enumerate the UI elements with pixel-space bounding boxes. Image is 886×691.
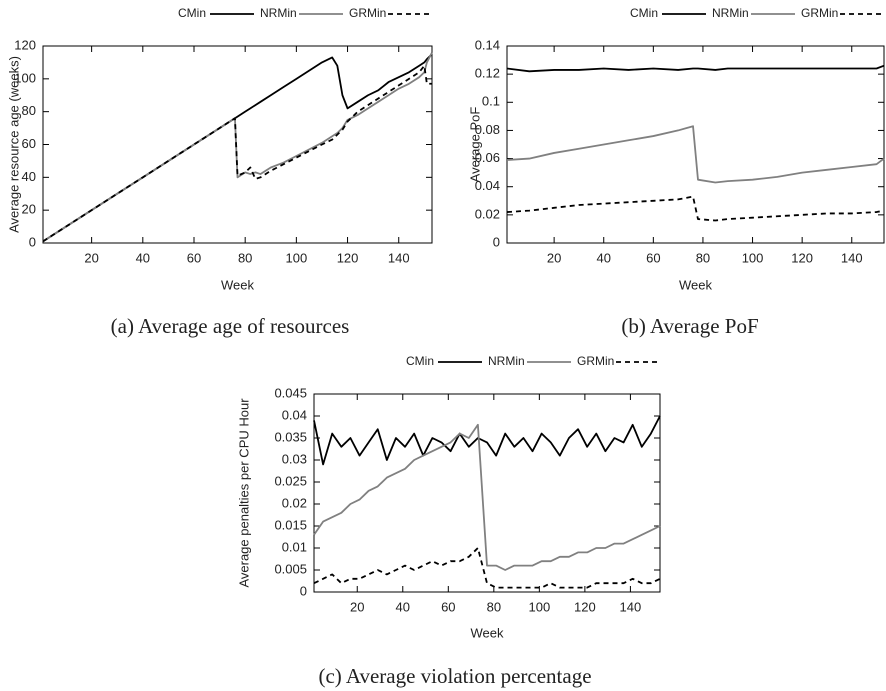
y-tick-label: 0.04 [475, 178, 500, 193]
x-tick-label: 20 [84, 250, 98, 265]
caption: (c) Average violation percentage [318, 664, 591, 688]
series-line [313, 547, 661, 589]
x-axis-label: Week [679, 277, 712, 292]
x-tick-label: 100 [529, 599, 551, 614]
y-tick-label: 60 [22, 136, 36, 151]
x-tick-label: 100 [742, 250, 764, 265]
x-tick-label: 20 [350, 599, 364, 614]
y-tick-label: 0.035 [274, 429, 307, 444]
series-line [42, 53, 433, 243]
legend-label: GRMin [349, 6, 386, 20]
x-tick-label: 60 [646, 250, 660, 265]
y-tick-label: 0.015 [274, 517, 307, 532]
x-tick-label: 140 [841, 250, 863, 265]
y-tick-label: 100 [14, 70, 36, 85]
x-tick-label: 120 [337, 250, 359, 265]
y-tick-label: 80 [22, 103, 36, 118]
y-tick-label: 0.12 [475, 66, 500, 81]
y-tick-label: 0.1 [482, 94, 500, 109]
caption: (a) Average age of resources [111, 314, 350, 338]
x-tick-label: 20 [547, 250, 561, 265]
legend-label: NRMin [488, 354, 525, 368]
y-tick-label: 120 [14, 37, 36, 52]
series-line [506, 195, 885, 222]
legend-label: CMin [178, 6, 206, 20]
legend-label: NRMin [260, 6, 297, 20]
legend-label: GRMin [577, 354, 614, 368]
x-tick-label: 140 [388, 250, 410, 265]
legend-label: NRMin [712, 6, 749, 20]
x-tick-label: 120 [791, 250, 813, 265]
x-tick-label: 80 [487, 599, 501, 614]
x-tick-label: 100 [286, 250, 308, 265]
y-tick-label: 0.04 [282, 407, 307, 422]
plot-border [42, 45, 433, 244]
x-tick-label: 120 [574, 599, 596, 614]
series-line [313, 423, 661, 571]
y-tick-label: 0 [493, 234, 500, 249]
y-tick-label: 0.02 [475, 206, 500, 221]
series-line [42, 52, 433, 243]
x-tick-label: 80 [238, 250, 252, 265]
series-line [506, 64, 885, 73]
x-tick-label: 40 [596, 250, 610, 265]
series-line [506, 125, 885, 184]
y-tick-label: 0.02 [282, 495, 307, 510]
x-tick-label: 60 [187, 250, 201, 265]
x-axis-label: Week [471, 625, 504, 640]
x-axis-label: Week [221, 277, 254, 292]
y-axis-label: Average PoF [467, 107, 482, 183]
y-tick-label: 0.01 [282, 539, 307, 554]
series-line [42, 64, 432, 243]
series-line [313, 415, 661, 466]
y-tick-label: 0 [29, 234, 36, 249]
legend-label: GRMin [801, 6, 838, 20]
y-tick-label: 0.14 [475, 37, 500, 52]
x-tick-label: 40 [136, 250, 150, 265]
y-tick-label: 0.03 [282, 451, 307, 466]
y-tick-label: 0.005 [274, 561, 307, 576]
plot-border [313, 393, 661, 593]
y-tick-label: 0.025 [274, 473, 307, 488]
y-tick-label: 0.08 [475, 122, 500, 137]
y-tick-label: 40 [22, 169, 36, 184]
plot-border [506, 45, 885, 244]
y-tick-label: 20 [22, 202, 36, 217]
caption: (b) Average PoF [621, 314, 758, 338]
y-axis-label: Average penalties per CPU Hour [236, 398, 251, 588]
y-tick-label: 0.045 [274, 385, 307, 400]
x-tick-label: 80 [696, 250, 710, 265]
x-tick-label: 40 [396, 599, 410, 614]
y-tick-label: 0 [300, 583, 307, 598]
legend-label: CMin [630, 6, 658, 20]
y-axis-label: Average resource age (weeks) [6, 56, 21, 233]
x-tick-label: 60 [441, 599, 455, 614]
x-tick-label: 140 [620, 599, 642, 614]
legend-label: CMin [406, 354, 434, 368]
y-tick-label: 0.06 [475, 150, 500, 165]
